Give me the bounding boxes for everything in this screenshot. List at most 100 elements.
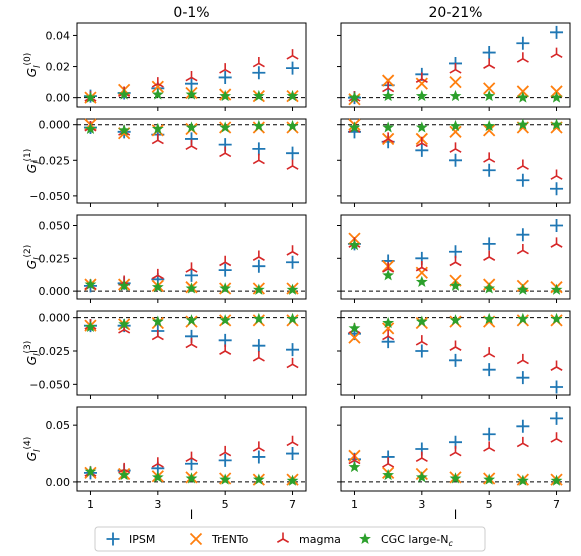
y-tick-label: 0.050 xyxy=(39,220,71,233)
point-cgc-large-n xyxy=(483,282,496,294)
point-magma xyxy=(449,63,462,74)
point-cgc-large-n xyxy=(449,119,462,132)
point-cgc-large-n xyxy=(185,121,198,133)
point-magma xyxy=(516,436,529,448)
point-ipsm xyxy=(185,457,198,471)
point-ipsm xyxy=(381,335,395,349)
point-ipsm xyxy=(218,70,232,84)
point-ipsm xyxy=(516,419,530,433)
point-cgc-large-n xyxy=(84,91,97,103)
point-ipsm xyxy=(482,46,496,60)
y-tick-label: −0.050 xyxy=(29,190,70,203)
point-magma xyxy=(118,462,131,474)
x-tick-label: 1 xyxy=(351,498,358,511)
point-ipsm xyxy=(550,380,564,394)
point-magma xyxy=(382,132,395,143)
point-magma xyxy=(185,139,198,150)
point-magma xyxy=(252,250,265,261)
point-magma xyxy=(516,159,529,170)
point-ipsm xyxy=(550,411,564,425)
point-magma xyxy=(550,169,563,180)
point-cgc-large-n xyxy=(84,278,97,290)
point-cgc-large-n xyxy=(151,122,164,134)
point-ipsm xyxy=(482,163,496,177)
legend-label: CGC large-Nc xyxy=(381,533,453,548)
point-cgc-large-n xyxy=(286,283,299,295)
point-magma xyxy=(550,237,563,248)
point-cgc-large-n xyxy=(382,121,395,133)
point-magma xyxy=(252,441,265,452)
panel-row4-col0: 0.00 0.05 1 3 5 7 xyxy=(46,406,307,511)
point-cgc-large-n xyxy=(550,118,563,130)
point-cgc-large-n xyxy=(185,314,198,326)
point-cgc-large-n xyxy=(185,88,198,100)
point-trento xyxy=(348,331,361,344)
y-axis-label: Gl(2) xyxy=(23,245,43,270)
point-magma xyxy=(286,245,299,256)
point-trento xyxy=(449,125,462,138)
point-ipsm xyxy=(415,344,429,358)
x-tick-label: 3 xyxy=(418,498,425,511)
legend: IPSM TrENTo magma CGC large-Nc xyxy=(94,526,486,552)
point-magma xyxy=(516,353,529,365)
point-cgc-large-n xyxy=(415,471,428,483)
point-magma xyxy=(382,262,395,273)
x-tick-label: 7 xyxy=(289,498,296,511)
panel-frame xyxy=(76,22,307,108)
point-cgc-large-n xyxy=(151,315,164,327)
point-magma xyxy=(151,133,164,145)
point-cgc-large-n xyxy=(185,282,198,294)
point-ipsm xyxy=(550,219,564,232)
panel-frame xyxy=(340,214,571,300)
panel-frame xyxy=(76,406,307,492)
point-magma xyxy=(382,81,395,93)
point-magma xyxy=(449,142,462,153)
point-trento xyxy=(382,322,395,335)
panel-frame xyxy=(340,310,571,396)
point-cgc-large-n xyxy=(118,318,131,330)
point-magma xyxy=(550,47,563,59)
point-cgc-large-n xyxy=(483,119,496,132)
point-magma xyxy=(449,340,462,351)
point-cgc-large-n xyxy=(483,312,496,325)
point-cgc-large-n xyxy=(483,89,496,102)
y-axis-label: Gl(0) xyxy=(23,53,43,78)
y-tick-label: −0.025 xyxy=(29,154,70,167)
point-magma xyxy=(219,445,232,457)
point-ipsm xyxy=(218,453,232,467)
panel-row1-col1 xyxy=(337,118,571,207)
point-ipsm xyxy=(252,450,266,464)
point-cgc-large-n xyxy=(219,314,232,326)
point-cgc-large-n xyxy=(84,465,97,477)
point-cgc-large-n xyxy=(252,283,265,295)
point-magma xyxy=(483,58,496,69)
point-magma xyxy=(286,435,299,447)
point-ipsm xyxy=(516,371,530,385)
point-cgc-large-n xyxy=(415,275,428,287)
point-magma xyxy=(415,335,428,346)
point-cgc-large-n xyxy=(151,280,164,293)
point-cgc-large-n xyxy=(516,283,529,295)
point-cgc-large-n xyxy=(219,121,232,133)
point-magma xyxy=(286,159,299,170)
point-ipsm xyxy=(482,427,496,441)
point-magma xyxy=(516,243,529,255)
y-axis-label: Gl(4) xyxy=(23,437,43,462)
point-magma xyxy=(449,255,462,267)
point-ipsm xyxy=(286,343,300,357)
point-magma xyxy=(483,347,496,358)
point-ipsm xyxy=(516,228,530,242)
panel-row0-col1 xyxy=(337,22,571,111)
point-cgc-large-n xyxy=(286,312,299,325)
x-axis-label: l xyxy=(454,508,457,522)
point-magma xyxy=(151,268,164,280)
column-title: 0-1% xyxy=(173,5,209,21)
point-cgc-large-n xyxy=(151,88,164,100)
point-magma xyxy=(185,451,198,463)
panel-row2-col1 xyxy=(337,214,571,303)
point-cgc-large-n xyxy=(550,312,563,325)
point-magma xyxy=(550,432,563,443)
point-magma xyxy=(550,360,563,371)
point-cgc-large-n xyxy=(219,89,232,102)
